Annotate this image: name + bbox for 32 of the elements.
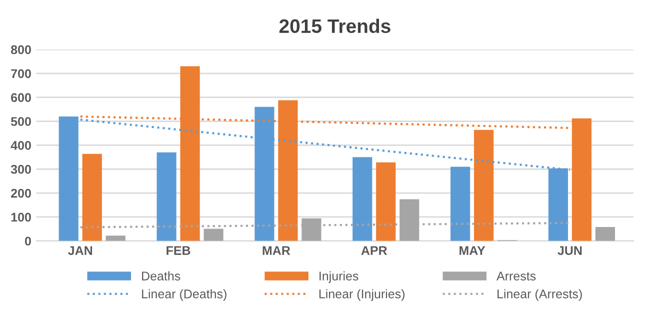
bar — [352, 157, 372, 241]
y-tick-label: 400 — [10, 141, 31, 150]
x-tick-label: MAY — [460, 246, 486, 255]
y-tick-label: 0 — [24, 236, 31, 246]
x-tick-label: APR — [361, 246, 388, 255]
bar — [595, 227, 615, 241]
bar — [106, 236, 126, 241]
x-tick-label: JAN — [68, 246, 92, 255]
bar — [474, 130, 494, 241]
bar — [58, 116, 78, 241]
legend-label: Arrests — [496, 272, 536, 280]
bar — [82, 154, 102, 241]
bar — [450, 166, 470, 241]
y-tick-label: 300 — [10, 164, 31, 174]
y-tick-label: 500 — [10, 117, 31, 126]
x-tick-label: JUN — [558, 246, 582, 255]
y-tick-label: 200 — [11, 188, 31, 198]
x-tick-label: MAR — [262, 246, 290, 255]
legend-label: Linear (Arrests) — [498, 289, 582, 301]
y-tick-label: 800 — [10, 45, 31, 54]
bar — [376, 162, 396, 241]
legend-label: Linear (Injuries) — [319, 289, 404, 301]
y-tick-label: 600 — [11, 93, 31, 102]
legend-label: Linear (Deaths) — [142, 289, 226, 301]
y-tick-label: 100 — [11, 212, 31, 222]
x-tick-label: FEB — [166, 246, 190, 255]
chart-title: 2015 Trends — [279, 18, 390, 34]
bar — [156, 152, 176, 241]
legend-label: Deaths — [142, 271, 180, 280]
y-tick-label: 700 — [11, 69, 31, 78]
legend-label: Injuries — [320, 271, 358, 283]
bar — [572, 118, 592, 241]
